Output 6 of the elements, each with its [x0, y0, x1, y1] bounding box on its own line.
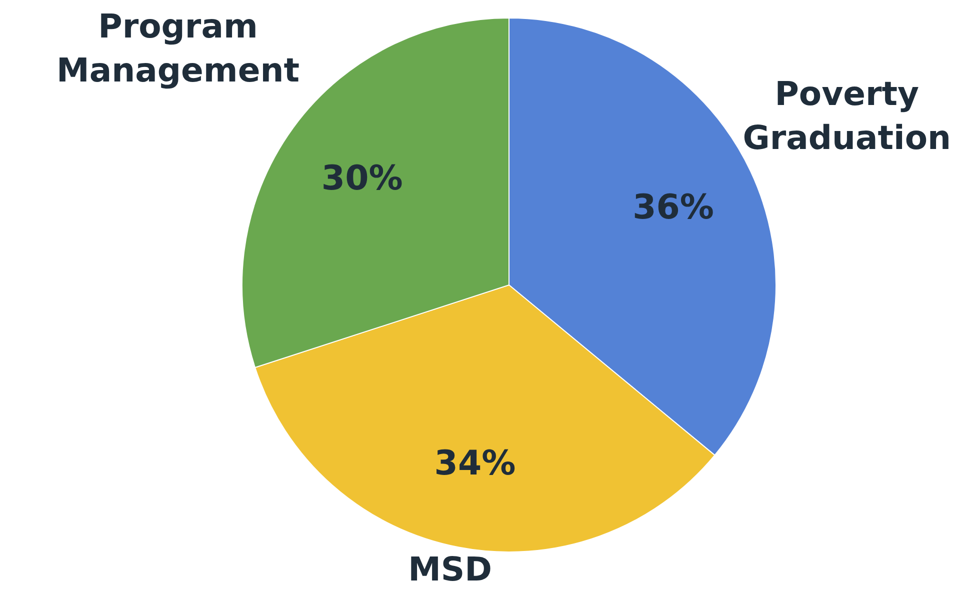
slice-label: MSD — [408, 550, 492, 588]
slice-label: Poverty Graduation — [742, 74, 951, 158]
slice-label: Program Management — [56, 6, 300, 90]
data-label: 34% — [434, 443, 516, 484]
data-label: 36% — [632, 188, 714, 228]
data-label: 30% — [321, 158, 403, 198]
